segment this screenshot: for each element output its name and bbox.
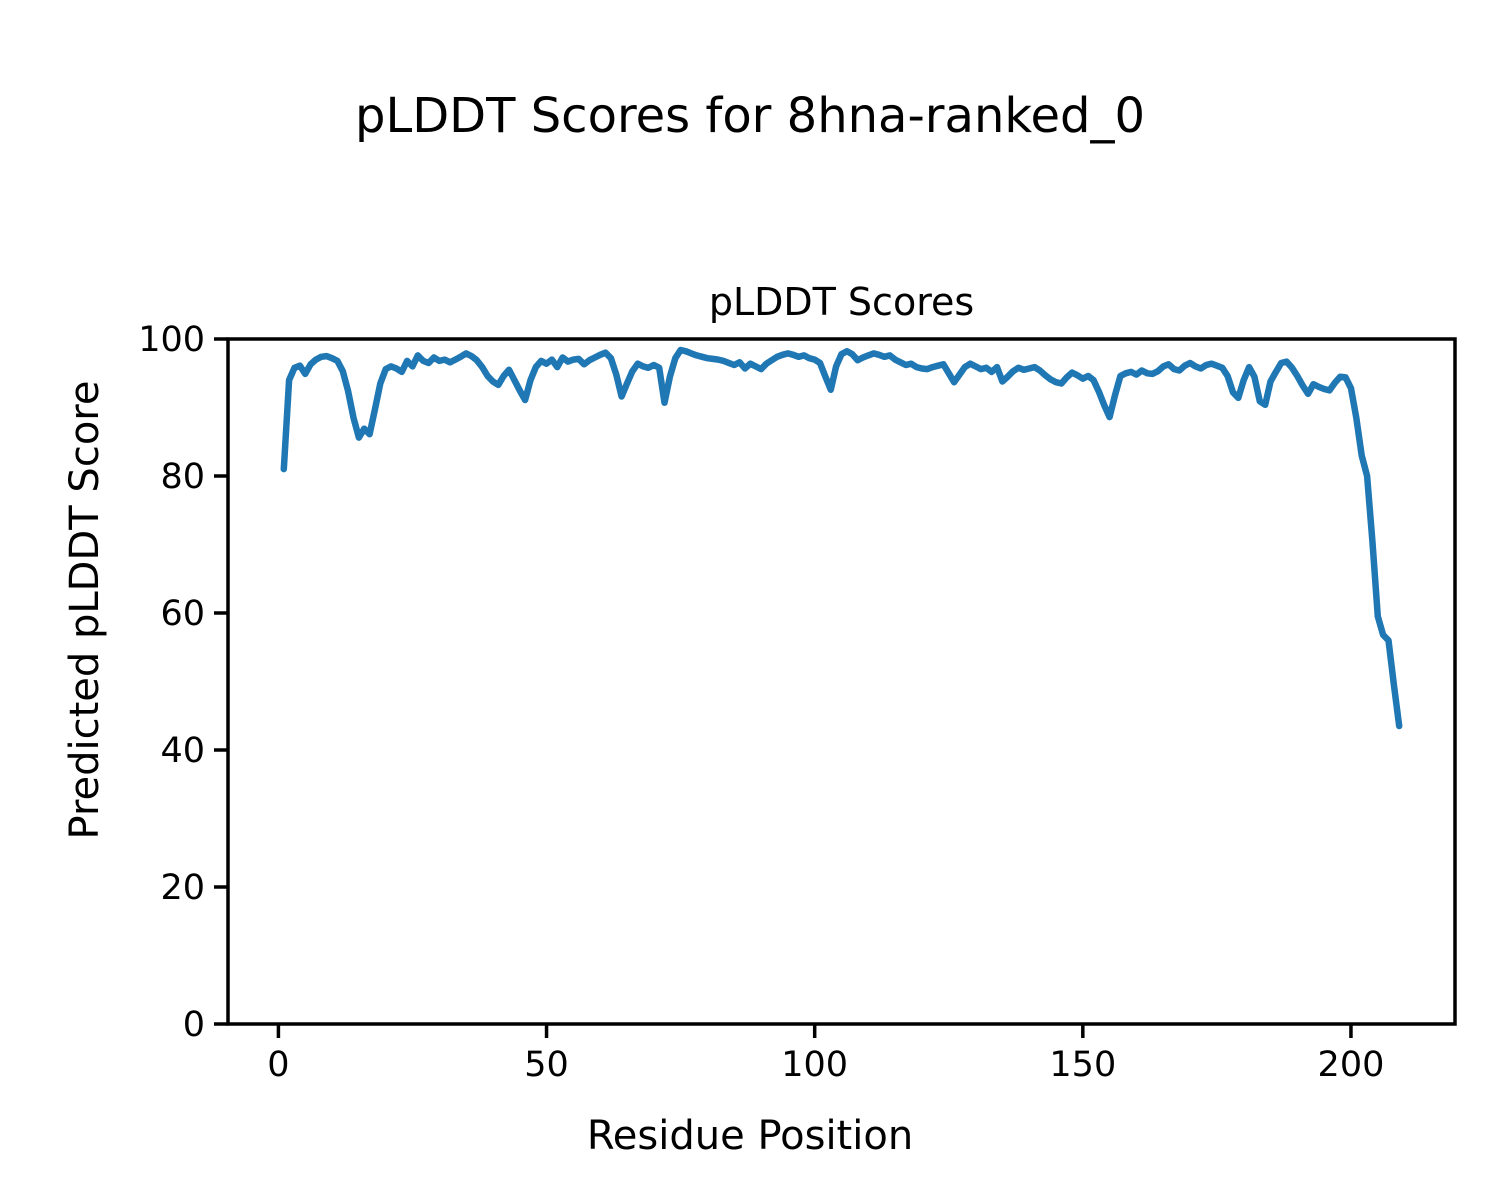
y-tick-label: 40	[160, 731, 205, 771]
y-tick-label: 0	[183, 1005, 205, 1045]
x-tick-label: 0	[267, 1045, 289, 1085]
plddt-line	[280, 346, 1403, 730]
y-tick-label: 20	[160, 868, 205, 908]
x-tick-label: 150	[1049, 1045, 1116, 1085]
axes-title: pLDDT Scores	[708, 280, 975, 324]
x-tick-label: 100	[781, 1045, 848, 1085]
y-tick-label: 100	[138, 320, 205, 360]
x-axis-label: Residue Position	[586, 1113, 914, 1159]
x-tick-label: 200	[1318, 1045, 1385, 1085]
y-tick-label: 80	[160, 457, 205, 497]
y-tick-label: 60	[160, 594, 205, 634]
x-tick-label: 50	[524, 1045, 569, 1085]
figure-title: pLDDT Scores for 8hna-ranked_0	[355, 88, 1145, 144]
axes-frame	[226, 337, 1457, 1026]
